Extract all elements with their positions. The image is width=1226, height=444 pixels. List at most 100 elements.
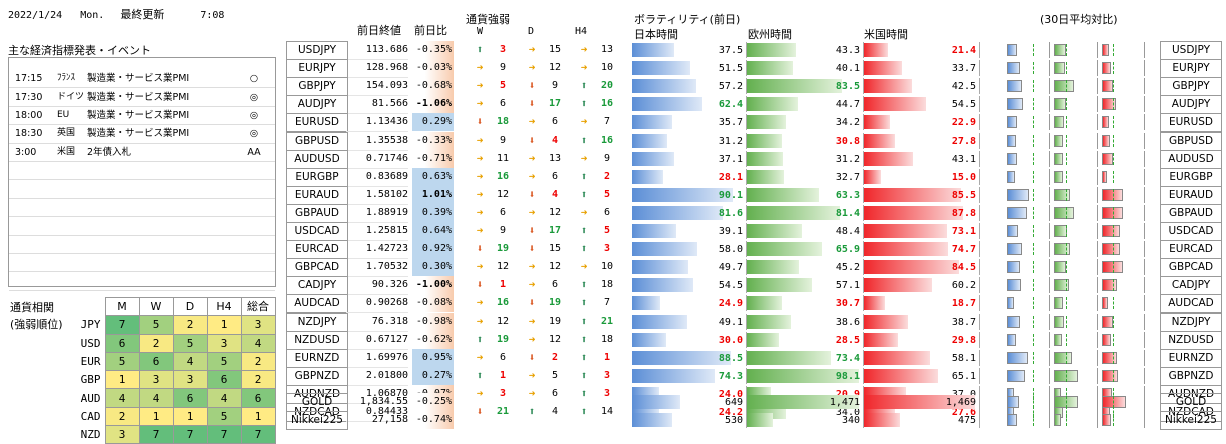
avg-marker [1033,334,1034,346]
europe-volatility-value: 31.2 [835,154,860,165]
avg-ratio-bar [1102,225,1121,237]
japan-volatility-bar [632,61,690,75]
strength-rank-w: 6 [499,352,507,363]
event-time [9,235,57,254]
us-volatility-value: 29.8 [951,335,976,346]
pair-name: AUDJPY [286,95,348,114]
arrow-up-icon: ⬆ [580,278,588,291]
prev-change-value: -0.68% [412,77,454,95]
strength-rank-w: 19 [496,243,510,254]
europe-volatility-cell: 57.1 [747,277,864,293]
arrow-up-icon: ⬆ [580,188,588,201]
arrow-up-icon: ⬆ [580,242,588,255]
h4-header: H4 [575,26,588,37]
avg-marker [1113,116,1114,128]
japan-volatility-cell: 62.4 [632,96,747,112]
currency-label: EUR [80,355,101,369]
avg-ratio-bar [1102,334,1111,346]
europe-volatility-cell: 40.1 [747,60,864,76]
us-volatility-value: 87.8 [951,208,976,219]
rank-cell: 4 [240,333,276,353]
event-importance: ◎ [233,87,275,107]
us-volatility-value: 84.5 [951,262,976,273]
europe-volatility-cell: 32.7 [747,169,864,185]
us-volatility-bar [864,79,913,93]
arrow-down-icon: ⬇ [476,278,484,291]
us-volatility-bar [864,333,898,347]
avg-ratio-cell [1098,96,1145,112]
rank-cell: 1 [240,406,276,427]
prev-close-value: 90.326 [346,276,408,295]
arrow-up-icon: ⬆ [476,333,484,346]
avg-ratio-cell [1098,114,1145,130]
avg-marker [1066,316,1067,328]
avg-ratio-bar [1102,207,1124,219]
pair-name-right: AUDCAD [1160,294,1222,313]
europe-volatility-bar [747,369,859,383]
pair-name-right: NZDJPY [1160,313,1222,332]
pair-name: EURGBP [286,168,348,187]
europe-volatility-value: 32.7 [835,172,860,183]
strength-rank-h4: 13 [600,44,614,55]
correlation-row: AUD 4 4 6 4 6 [74,388,276,408]
events-title: 主な経済指標発表・イベント [8,44,151,57]
event-country [57,216,83,236]
avg-header: (30日平均対比) [1040,13,1118,26]
currency-label: USD [80,336,101,350]
avg-marker [1066,80,1067,92]
event-time [9,253,57,273]
europe-header: 欧州時間 [748,28,792,41]
avg-ratio-cell [1003,332,1050,348]
avg-ratio-bar [1007,116,1017,128]
strength-rank-h4: 3 [603,388,611,399]
rank-cell: 7 [240,425,276,444]
arrow-right-icon: ➜ [476,387,484,400]
japan-volatility-cell: 81.6 [632,205,747,221]
strength-rank-d: 17 [548,98,562,109]
avg-marker [1033,153,1034,165]
pair-name-right: GBPCAD [1160,258,1222,277]
pair-name-right: EURGBP [1160,168,1222,187]
europe-volatility-bar [747,242,823,256]
us-volatility-bar [864,369,938,383]
europe-volatility-value: 73.4 [835,353,860,364]
avg-ratio-cell [1051,78,1098,94]
avg-marker [1113,352,1114,364]
strength-rank-w: 16 [496,171,510,182]
europe-volatility-cell: 48.4 [747,223,864,239]
avg-ratio-cell [1051,133,1098,149]
avg-marker [1113,44,1114,56]
d-header: D [528,26,535,37]
avg-marker [1033,297,1034,309]
event-importance: ◎ [233,124,275,144]
strength-rank-h4: 7 [603,297,611,308]
arrow-right-icon: ➜ [580,61,588,74]
us-volatility-value: 22.9 [951,117,976,128]
japan-volatility-value: 31.2 [718,136,743,147]
strength-rank-h4: 18 [600,279,614,290]
us-volatility-cell: 21.4 [864,42,980,58]
us-volatility-bar [864,206,964,220]
prev-close-value: 1.13436 [346,113,408,132]
w-header: W [477,26,484,37]
japan-volatility-bar [632,115,672,129]
avg-ratio-bar [1007,189,1029,201]
pair-name-right: GBPNZD [1160,367,1222,386]
avg-marker [1066,98,1067,110]
avg-ratio-bar [1054,80,1075,92]
europe-volatility-bar [747,152,783,166]
avg-marker [1066,406,1067,418]
strength-rank-w: 9 [499,225,507,236]
event-row [9,179,275,199]
pair-name-right: EURNZD [1160,349,1222,368]
event-time [9,179,57,199]
prev-close-value: 1.58102 [346,186,408,205]
avg-marker [1066,261,1067,273]
us-volatility-bar [864,242,949,256]
strength-rank-w: 6 [499,98,507,109]
avg-ratio-bar [1054,116,1064,128]
europe-volatility-bar [747,333,780,347]
strength-rank-h4: 10 [600,62,614,73]
japan-volatility-cell: 54.5 [632,277,747,293]
arrow-up-icon: ⬆ [580,369,588,382]
